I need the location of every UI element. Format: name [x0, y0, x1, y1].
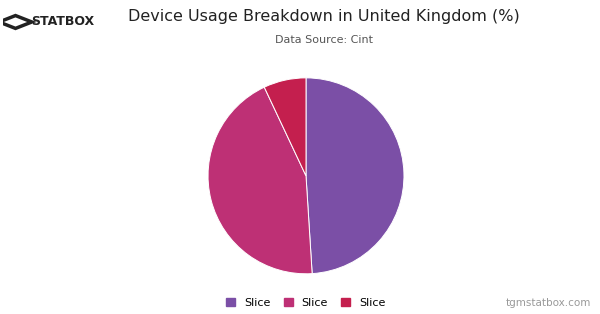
- Wedge shape: [264, 78, 306, 176]
- Wedge shape: [306, 78, 404, 273]
- Polygon shape: [0, 14, 37, 30]
- Legend: Slice, Slice, Slice: Slice, Slice, Slice: [222, 293, 390, 312]
- Text: STATBOX: STATBOX: [31, 15, 94, 29]
- Text: Device Usage Breakdown in United Kingdom (%): Device Usage Breakdown in United Kingdom…: [128, 9, 520, 24]
- Text: tgmstatbox.com: tgmstatbox.com: [506, 298, 591, 308]
- Text: Data Source: Cint: Data Source: Cint: [275, 35, 373, 45]
- Wedge shape: [208, 87, 312, 274]
- Polygon shape: [4, 17, 27, 27]
